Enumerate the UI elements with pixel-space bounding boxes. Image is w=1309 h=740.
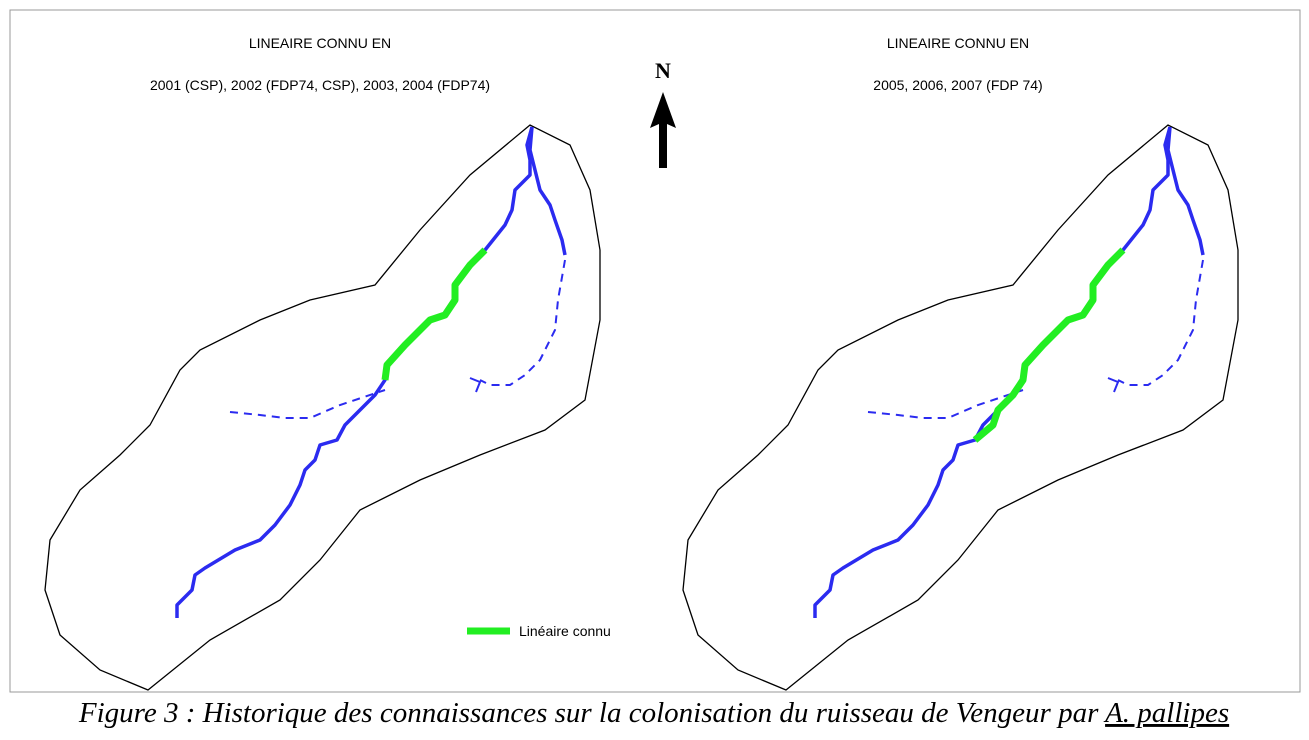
north-label: N <box>655 58 671 83</box>
caption-species: A. pallipes <box>1103 697 1229 729</box>
legend-label: Linéaire connu <box>519 623 611 639</box>
panel-right: LINEAIRE CONNU EN 2005, 2006, 2007 (FDP … <box>681 35 1240 692</box>
known-reach <box>972 247 1126 443</box>
basin-map <box>681 123 1240 692</box>
panel-years: 2005, 2006, 2007 (FDP 74) <box>873 77 1042 93</box>
caption: Figure 3 : Historique des connaissances … <box>78 697 1229 729</box>
caption-text: Figure 3 : Historique des connaissances … <box>78 697 1105 729</box>
legend: Linéaire connu <box>467 623 611 639</box>
frame <box>9 9 1301 693</box>
north-arrow: N <box>650 58 676 168</box>
arrow <box>650 92 676 168</box>
panel-years: 2001 (CSP), 2002 (FDP74, CSP), 2003, 200… <box>150 77 490 93</box>
basin-map <box>43 123 602 692</box>
panel-heading: LINEAIRE CONNU EN <box>887 35 1029 51</box>
panel-heading: LINEAIRE CONNU EN <box>249 35 391 51</box>
panel-left: LINEAIRE CONNU EN 2001 (CSP), 2002 (FDP7… <box>43 35 602 692</box>
known-reach <box>381 247 488 381</box>
